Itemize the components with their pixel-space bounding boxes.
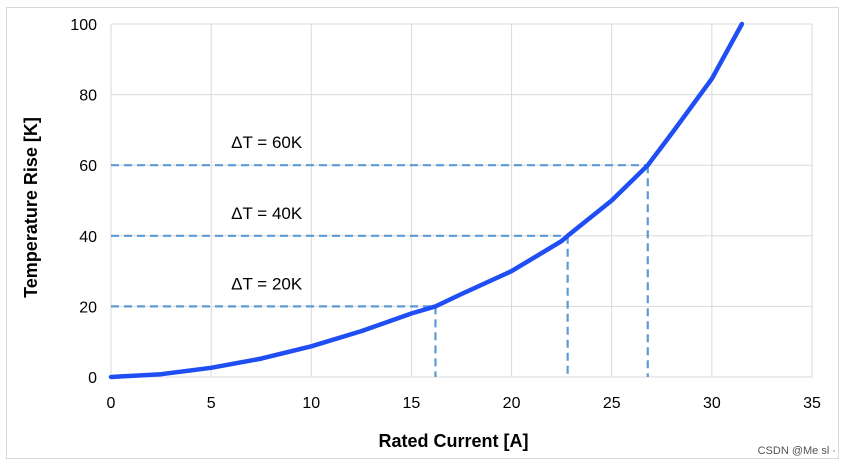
x-tick-label: 25 [603, 395, 621, 412]
reference-label: ΔT = 60K [231, 133, 303, 152]
x-tick-label: 5 [207, 395, 216, 412]
chart-frame: 0 5 10 15 20 25 30 35 0 20 40 60 80 100 Rated Current … [6, 7, 839, 459]
x-axis-title: Rated Current [A] [378, 431, 528, 451]
y-tick-label: 40 [79, 229, 97, 246]
temperature-rise-curve [108, 21, 745, 380]
y-tick-label: 0 [88, 370, 97, 387]
temperature-rise-chart: 0 5 10 15 20 25 30 35 0 20 40 60 80 100 Rated Current … [21, 17, 821, 451]
y-tick-label: 80 [79, 88, 97, 105]
y-axis-title: Temperature Rise [K] [21, 117, 41, 298]
reference-label: ΔT = 20K [231, 274, 303, 293]
y-tick-label: 100 [70, 17, 97, 34]
x-tick-label: 10 [302, 395, 320, 412]
x-tick-label: 20 [503, 395, 521, 412]
reference-label: ΔT = 40K [231, 204, 303, 223]
y-tick-label: 60 [79, 158, 97, 175]
x-tick-label: 35 [803, 395, 821, 412]
x-tick-label: 0 [107, 395, 116, 412]
x-tick-label: 15 [403, 395, 421, 412]
x-tick-label: 30 [703, 395, 721, 412]
watermark: CSDN @Me sl · [757, 445, 836, 457]
y-tick-label: 20 [79, 299, 97, 316]
